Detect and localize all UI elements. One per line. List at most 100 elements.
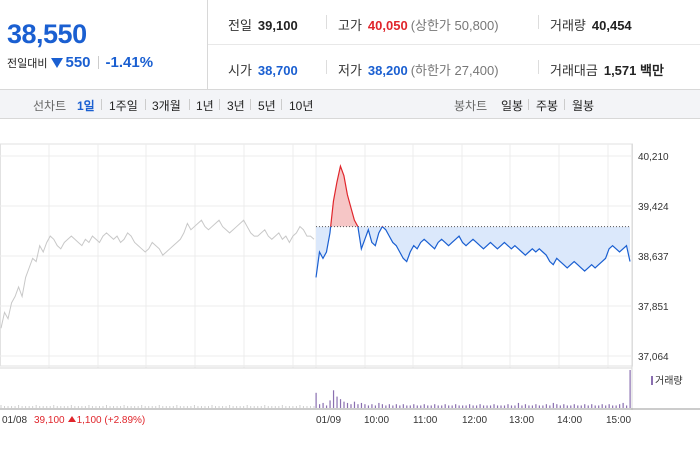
volume-bar [448,405,450,408]
prev-volume-bar [130,406,132,408]
y-tick-label: 40,210 [638,152,669,163]
prev-volume-bar [165,406,167,408]
volume-bar [430,405,432,408]
volume-bar [580,405,582,408]
y-tick-label: 39,424 [638,202,669,213]
price-chart[interactable]: 40,210 39,424 38,637 37,851 37,064 [0,119,700,450]
prev-volume-bar [137,406,139,408]
volume-bar [392,405,394,408]
volume-bar [563,404,565,408]
prev-volume-bar [123,405,125,408]
prev-volume-bar [225,406,227,408]
prev-volume-bar [229,405,231,408]
volume-bar [531,405,534,408]
price-summary: 38,550 전일대비 550 -1.41% [0,0,208,89]
tab-monthly-candle[interactable]: 월봉 [572,99,595,113]
tab-daily-candle[interactable]: 일봉 [501,99,524,113]
volume-bar [542,405,544,408]
volume-bar [584,404,586,408]
volume-bar [577,405,579,408]
volume-bar [545,404,547,408]
divider [145,99,146,110]
volume-bar [332,390,335,408]
volume-bar [479,404,481,408]
tab-3years[interactable]: 3년 [227,99,245,113]
x-label-1000: 10:00 [364,415,390,426]
prev-volume-bar [271,406,273,408]
stat-prev-close: 전일 39,100 [228,15,298,34]
tab-10years[interactable]: 10년 [289,99,314,113]
line-chart-label: 선차트 [33,99,67,113]
stat-value: 39,100 [257,18,298,33]
prev-volume-bar [215,406,217,408]
stat-open: 시가 38,700 [228,60,298,79]
tab-5years[interactable]: 5년 [258,99,276,113]
x-label-1200: 12:00 [462,415,488,426]
stat-low: 저가 38,200 (하한가 27,400) [338,60,499,79]
stat-label: 거래대금 [550,63,598,78]
tab-1day[interactable]: 1일 [77,99,95,113]
prev-volume-bar [207,406,209,408]
stat-value: 38,200 [367,63,408,78]
prev-volume-bar [18,405,20,408]
y-tick-label: 38,637 [638,252,669,263]
prev-volume-bar [134,406,136,408]
down-arrow-icon [51,57,64,68]
volume-bar [318,404,321,408]
divider [189,99,190,110]
volume-bar [524,404,527,408]
prev-volume-bar [46,406,48,408]
stat-value: 40,050 [367,18,408,33]
prev-change-info: 1,100 [76,415,102,426]
prev-volume-bar [144,406,146,408]
prev-volume-bar [42,406,44,408]
prev-volume-bar [211,405,213,408]
prev-volume-bar [39,406,41,408]
volume-bar [434,404,436,408]
tab-weekly-candle[interactable]: 주봉 [536,99,559,113]
tab-1year[interactable]: 1년 [196,99,214,113]
prev-volume-bar [102,406,104,408]
prev-volume-bar [116,406,118,408]
volume-bar [475,405,478,408]
volume-bar [427,405,429,408]
divider [528,99,529,110]
prev-volume-bar [295,406,297,408]
stat-label: 거래량 [550,18,586,33]
prev-volume-bar [313,406,315,408]
stats-row-1: 전일 39,100 고가 40,050 (상한가 50,800) 거래량 40,454 [208,0,700,45]
volume-bar [587,405,589,408]
current-price: 38,550 [7,19,87,49]
prev-volume-bar [183,406,185,408]
prev-volume-bar [63,406,65,408]
volume-bar [374,405,377,408]
area-above-reference [316,166,630,227]
divider [538,15,539,29]
tab-1week[interactable]: 1주일 [109,99,138,113]
prev-volume-bar [176,405,178,408]
prev-volume-bar [253,406,255,408]
prev-volume-bar [56,406,58,408]
prev-volume-bar [88,405,90,408]
prev-volume-bar [32,406,34,408]
prev-volume-bar [4,406,6,408]
volume-bar [528,405,530,408]
change-row: 전일대비 550 -1.41% [7,54,153,71]
prev-volume-bar [236,406,238,408]
volume-bar [538,405,540,408]
volume-bar [416,405,418,408]
volume-bar [325,405,328,408]
prev-volume-bar [285,406,287,408]
stat-value: 38,700 [257,63,298,78]
divider [564,99,565,110]
volume-bar [413,404,415,408]
change-label: 전일대비 [7,57,48,70]
prev-volume-bar [162,406,164,408]
volume-bar [486,405,488,408]
tab-3months[interactable]: 3개월 [152,99,181,113]
lower-limit: (하한가 27,400) [410,63,499,78]
prev-volume-bar [292,406,294,408]
prev-volume-bar [109,406,111,408]
volume-bar [423,404,425,408]
prev-volume-bar [14,406,16,408]
